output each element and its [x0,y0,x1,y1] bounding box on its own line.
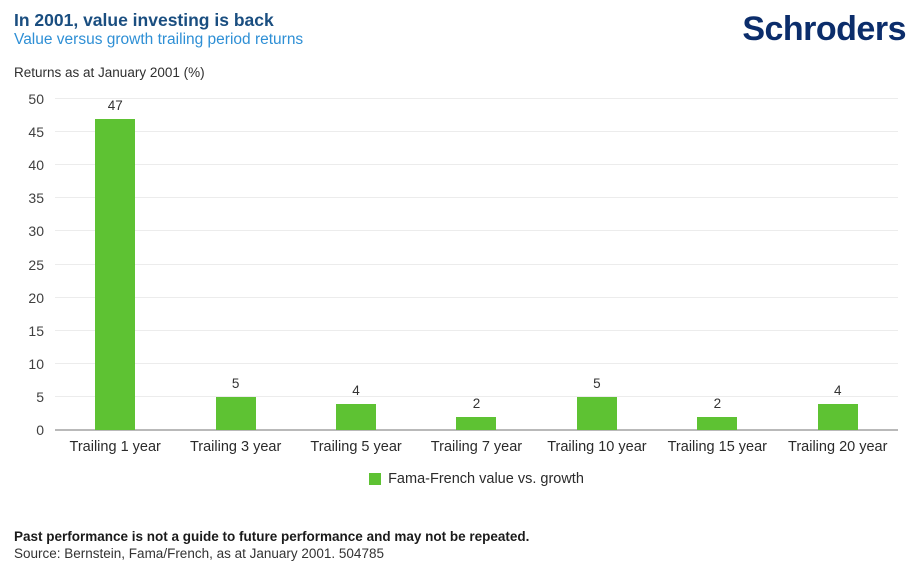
gridline [55,296,898,298]
x-axis-baseline [55,429,898,431]
bar-column: 2 [657,99,777,430]
y-axis-tick-label: 10 [28,355,44,372]
bar [456,416,497,430]
y-axis-tick-label: 5 [36,388,44,405]
gridline [55,230,898,232]
page-title: In 2001, value investing is back [14,10,274,30]
bar [95,118,136,430]
y-axis-tick-label: 25 [28,256,44,273]
bar-value-label: 5 [231,376,240,392]
bar-value-label: 4 [352,383,360,399]
bar-column: 47 [55,99,175,430]
legend-label: Fama-French value vs. growth [388,471,584,487]
gridline [55,131,898,133]
bar-value-label: 4 [833,383,842,399]
legend-swatch-icon [369,473,382,485]
bar [215,396,256,430]
y-axis-ticks: 0 5 10 15 20 25 30 35 40 45 50 [0,92,44,437]
bar [576,396,617,430]
bar-column: 5 [537,99,657,430]
bar-column: 4 [296,99,416,430]
schroders-logo: Schroders [742,10,906,48]
gridline [55,197,898,199]
x-axis-label: Trailing 3 year [189,439,282,455]
gridline [55,395,898,397]
y-axis-tick-label: 20 [28,289,44,306]
gridline [55,164,898,166]
y-axis-tick-label: 50 [28,91,44,107]
x-axis-label: Trailing 7 year [430,439,523,455]
y-axis-tick-label: 0 [36,422,44,438]
y-axis-tick-label: 30 [28,223,44,240]
bar [817,403,858,430]
gridline [55,98,898,99]
gridline [55,362,898,364]
disclaimer-text: Past performance is not a guide to futur… [14,529,530,544]
gridline [55,329,898,331]
y-axis-title: Returns as at January 2001 (%) [14,65,205,80]
y-axis-tick-label: 40 [28,157,44,174]
bar-value-label: 5 [593,376,601,392]
x-axis-labels: Trailing 1 year Trailing 3 year Trailing 5… [55,439,898,455]
bar-column: 5 [175,99,295,430]
x-axis-label: Trailing 10 year [547,439,647,455]
bar [336,403,377,430]
bar-column: 2 [416,99,536,430]
x-axis-label: Trailing 1 year [69,439,161,455]
x-axis-label: Trailing 5 year [310,439,402,455]
source-text: Source: Bernstein, Fama/French, as at Ja… [14,546,384,561]
x-axis-label: Trailing 15 year [667,439,768,455]
bar-column: 4 [778,99,898,430]
y-axis-tick-label: 35 [28,190,44,207]
bar-value-label: 2 [472,396,481,412]
y-axis-tick-label: 45 [28,124,44,141]
legend: Fama-French value vs. growth [55,471,898,487]
plot-area: 47 5 4 2 5 2 4 [55,98,898,431]
bar-value-label: 47 [107,98,123,114]
gridline [55,263,898,265]
y-axis-tick-label: 15 [28,322,44,339]
page-subtitle: Value versus growth trailing period retu… [14,31,304,48]
bar-value-label: 2 [713,396,722,412]
bar [697,416,738,430]
x-axis-label: Trailing 20 year [788,439,888,455]
